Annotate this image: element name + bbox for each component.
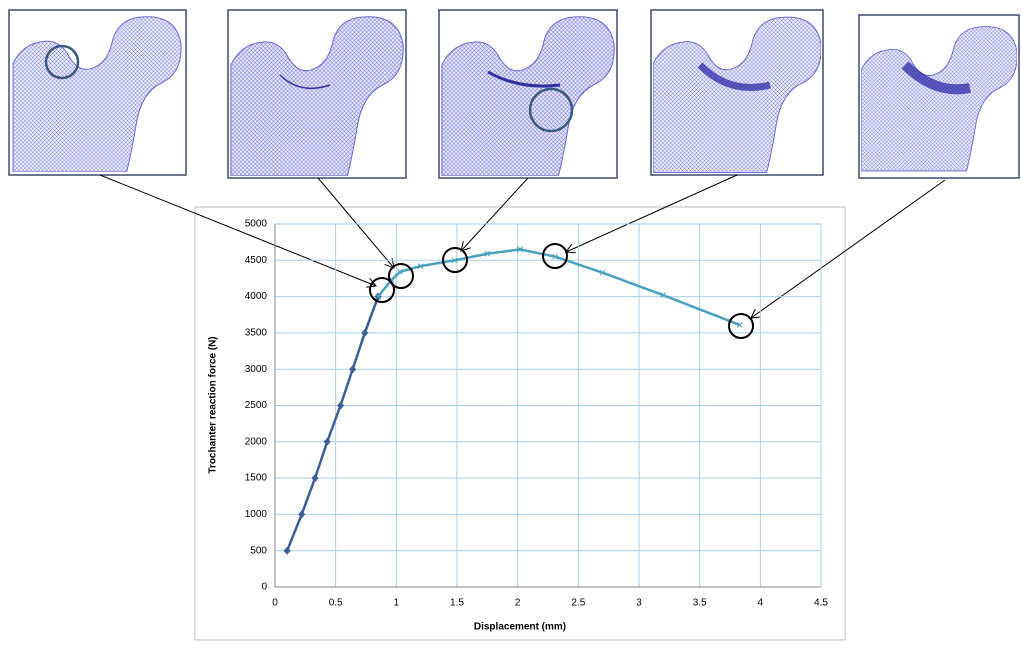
- x-tick-label: 2: [515, 598, 521, 609]
- point: [736, 322, 743, 328]
- point: [397, 269, 403, 275]
- arrow: [99, 174, 376, 286]
- y-tick-label: 2500: [245, 400, 268, 411]
- point: [375, 293, 381, 300]
- crack: [901, 61, 971, 95]
- point: [599, 269, 606, 276]
- point: [298, 510, 306, 519]
- chart-frame: [194, 206, 846, 641]
- arrow: [751, 179, 946, 318]
- x-tick-label: 2.5: [571, 598, 585, 609]
- point: [361, 328, 369, 337]
- circle: [388, 263, 414, 289]
- y-tick-label: 3000: [245, 364, 268, 375]
- arrow: [317, 177, 394, 268]
- crack: [487, 70, 561, 88]
- x-tick-label: 0.5: [329, 598, 343, 609]
- y-tick-label: 0: [261, 582, 267, 593]
- point: [552, 253, 559, 260]
- arrow: [566, 174, 738, 252]
- plot: 0 500 1000 1500 2000 2500 3000 3500 4000 4500 5000…: [245, 219, 829, 609]
- y-tick-label: 3500: [245, 328, 268, 339]
- x-tick-label: 1: [394, 598, 400, 609]
- x-tick-label: 4: [758, 598, 764, 609]
- y-tick-label: 4500: [245, 255, 268, 266]
- y-tick-label: 1500: [245, 473, 268, 484]
- x-tick-label: 3: [636, 598, 642, 609]
- circle: [369, 277, 395, 303]
- circle: [542, 243, 568, 269]
- point: [337, 401, 345, 410]
- crack: [697, 62, 771, 91]
- highlight: [44, 44, 80, 80]
- circle: [442, 247, 468, 273]
- y-tick-label: 500: [250, 545, 267, 556]
- point: [484, 250, 491, 257]
- crack: [279, 74, 331, 90]
- y-tick-label: 4000: [245, 291, 268, 302]
- y-tick-label: 2000: [245, 436, 268, 447]
- point: [349, 365, 357, 374]
- x-tick-label: 4.5: [814, 598, 828, 609]
- circle: [728, 313, 754, 339]
- point: [311, 474, 319, 483]
- point: [517, 246, 523, 253]
- point-circles: [369, 243, 754, 339]
- x-tick-label: 1.5: [450, 598, 464, 609]
- callouts: [99, 174, 946, 318]
- point: [451, 257, 458, 264]
- x-tick-label: 3.5: [693, 598, 707, 609]
- arrow: [461, 177, 529, 251]
- point: [660, 292, 667, 299]
- y-tick-label: 1000: [245, 509, 268, 520]
- x-axis-label: Displacement (mm): [474, 622, 566, 633]
- point: [283, 546, 291, 555]
- series-line: [285, 296, 380, 552]
- highlight: [528, 87, 574, 133]
- point: [417, 263, 424, 269]
- x-tick-label: 0: [272, 598, 278, 609]
- y-tick-label: 5000: [245, 219, 268, 230]
- point: [323, 437, 331, 446]
- thumbnails: [8, 9, 1020, 179]
- y-axis-label: Trochanter reaction force (N): [208, 336, 219, 473]
